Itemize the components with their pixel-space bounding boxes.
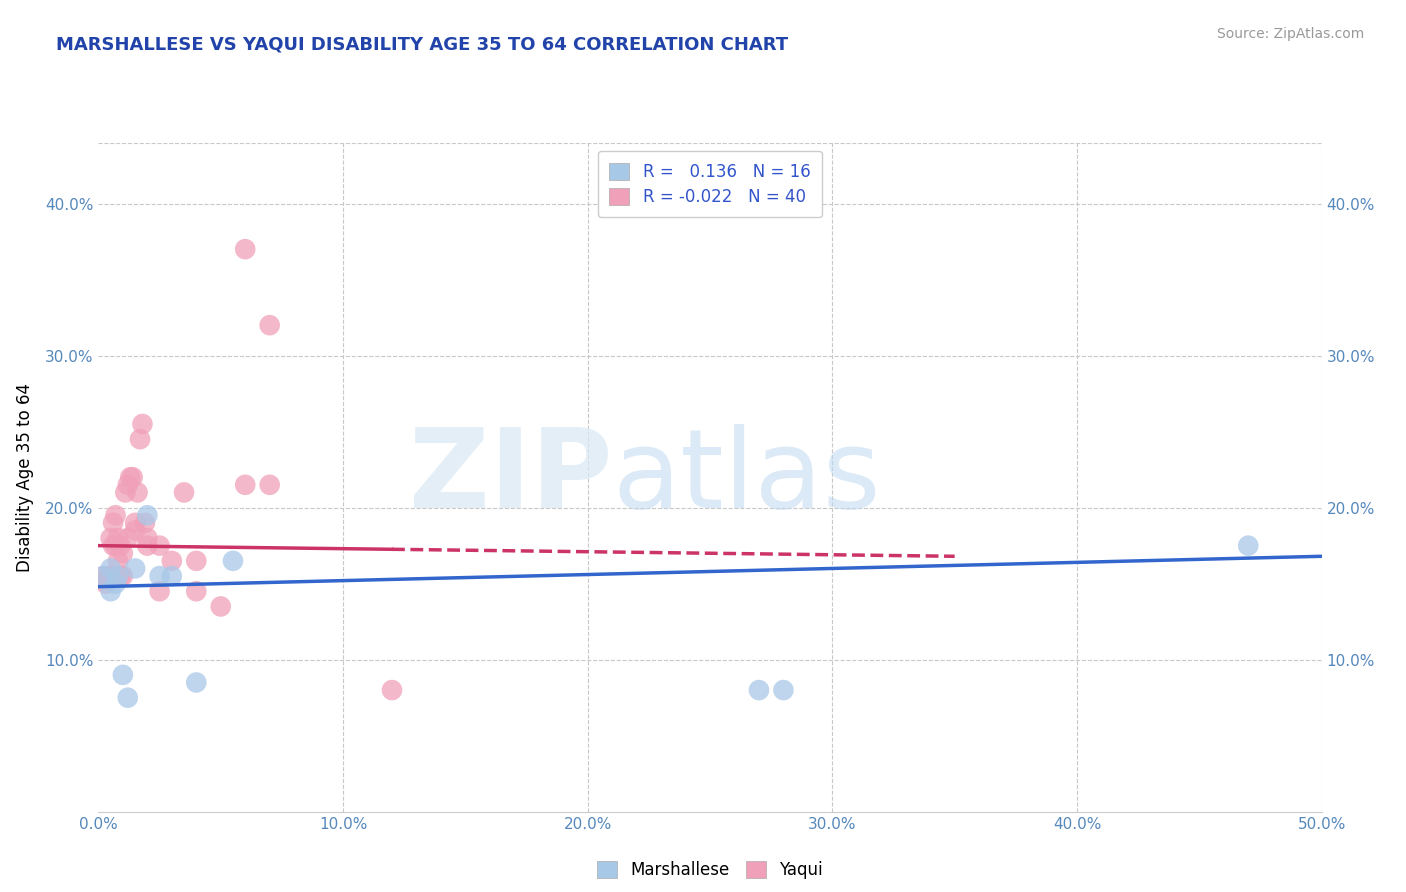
Point: [136, 539, 159, 553]
Point: [160, 569, 183, 583]
Point: [149, 569, 172, 583]
Point: [120, 470, 142, 484]
Point: [149, 539, 172, 553]
Point: [186, 554, 208, 568]
Point: [233, 242, 256, 256]
Point: [233, 478, 256, 492]
Point: [136, 531, 159, 545]
Point: [107, 554, 129, 568]
Point: [124, 516, 146, 530]
Point: [127, 485, 149, 500]
Legend: Marshallese, Yaqui: Marshallese, Yaqui: [585, 849, 835, 890]
Point: [111, 546, 134, 560]
Point: [124, 524, 146, 538]
Point: [136, 508, 159, 523]
Point: [117, 531, 139, 545]
Point: [114, 485, 136, 500]
Text: ZIP: ZIP: [409, 424, 612, 531]
Point: [772, 683, 794, 698]
Point: [1237, 539, 1260, 553]
Point: [104, 508, 127, 523]
Point: [104, 576, 127, 591]
Point: [131, 417, 153, 431]
Point: [111, 668, 134, 682]
Text: MARSHALLESE VS YAQUI DISABILITY AGE 35 TO 64 CORRELATION CHART: MARSHALLESE VS YAQUI DISABILITY AGE 35 T…: [56, 36, 789, 54]
Point: [124, 561, 146, 575]
Point: [117, 478, 139, 492]
Point: [100, 561, 122, 575]
Point: [100, 584, 122, 599]
Point: [100, 569, 122, 583]
Point: [160, 554, 183, 568]
Point: [111, 569, 134, 583]
Text: Source: ZipAtlas.com: Source: ZipAtlas.com: [1216, 27, 1364, 41]
Point: [101, 516, 124, 530]
Point: [91, 569, 114, 583]
Point: [129, 432, 152, 446]
Point: [186, 584, 208, 599]
Point: [94, 576, 117, 591]
Point: [110, 569, 132, 583]
Point: [259, 478, 281, 492]
Point: [381, 683, 404, 698]
Point: [104, 539, 127, 553]
Point: [107, 569, 129, 583]
Point: [186, 675, 208, 690]
Point: [91, 569, 114, 583]
Point: [100, 531, 122, 545]
Point: [121, 470, 143, 484]
Point: [101, 539, 124, 553]
Point: [222, 554, 245, 568]
Point: [748, 683, 770, 698]
Point: [110, 539, 132, 553]
Y-axis label: Disability Age 35 to 64: Disability Age 35 to 64: [15, 383, 34, 572]
Text: atlas: atlas: [612, 424, 880, 531]
Point: [259, 318, 281, 333]
Point: [134, 516, 156, 530]
Point: [97, 569, 120, 583]
Point: [209, 599, 232, 614]
Point: [149, 584, 172, 599]
Point: [117, 690, 139, 705]
Point: [107, 531, 129, 545]
Point: [173, 485, 195, 500]
